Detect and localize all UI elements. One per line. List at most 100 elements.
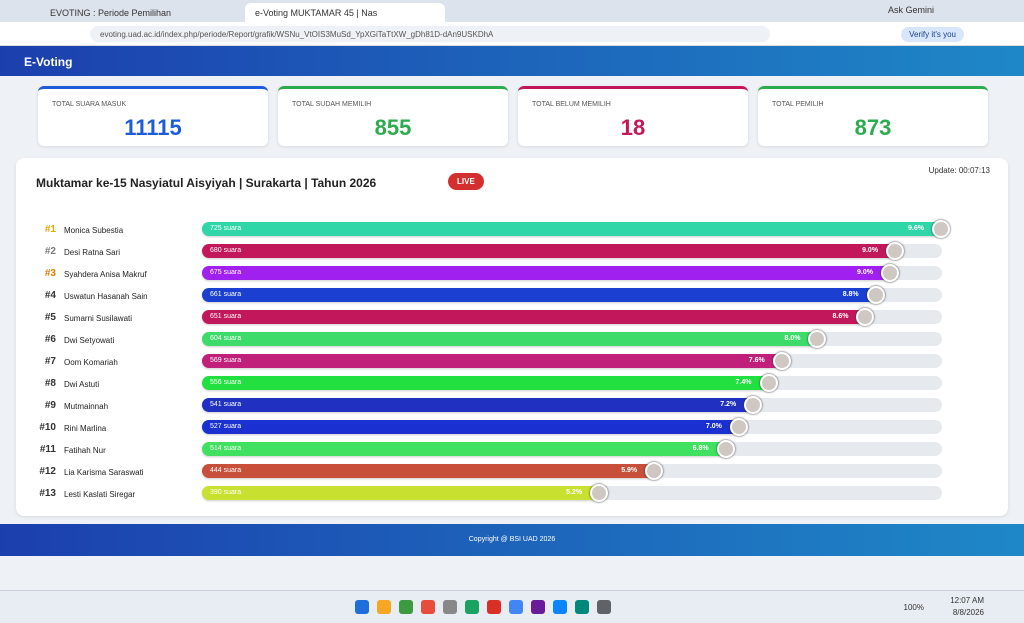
candidate-name: Lia Karisma Saraswati <box>64 468 144 477</box>
candidate-name: Rini Marlina <box>64 424 107 433</box>
taskbar-icon[interactable] <box>377 600 391 614</box>
vote-label: 661 suara <box>210 291 242 298</box>
taskbar-icon[interactable] <box>399 600 413 614</box>
percent-label: 7.0% <box>705 423 722 430</box>
vote-label: 556 suara <box>210 379 242 386</box>
rank: #2 <box>44 246 56 257</box>
rank: #13 <box>39 488 56 499</box>
percent-label: 8.6% <box>832 313 849 320</box>
avatar <box>716 440 735 458</box>
vote-label: 527 suara <box>210 423 242 430</box>
ranking-panel: Muktamar ke-15 Nasyiatul Aisyiyah | Sura… <box>16 158 1008 516</box>
vote-label: 444 suara <box>210 467 242 474</box>
rank: #5 <box>44 312 56 323</box>
percent-label: 9.0% <box>856 269 873 276</box>
stat-label: TOTAL SUARA MASUK <box>52 101 127 108</box>
battery: 100% <box>903 603 924 612</box>
avatar <box>808 330 827 348</box>
candidate-name: Desi Ratna Sari <box>64 248 121 257</box>
vote-label: 725 suara <box>210 225 242 232</box>
stat-value: 18 <box>620 115 646 140</box>
rank: #8 <box>44 378 56 389</box>
rank: #9 <box>44 400 56 411</box>
vote-label: 390 suara <box>210 489 242 496</box>
vote-label: 680 suara <box>210 247 242 254</box>
percent-label: 8.8% <box>842 291 859 298</box>
avatar <box>772 352 791 370</box>
rank: #4 <box>44 290 56 301</box>
taskbar-icon[interactable] <box>509 600 523 614</box>
stat-card: TOTAL SUARA MASUK 11115 <box>38 86 268 146</box>
stat-card: TOTAL SUDAH MEMILIH 855 <box>278 86 508 146</box>
rank: #12 <box>39 466 56 477</box>
candidate-name: Oom Komariah <box>64 358 118 367</box>
header: E-Voting <box>0 46 1024 76</box>
candidate-name: Monica Subestia <box>64 226 124 235</box>
avatar <box>729 418 748 436</box>
gemini-button[interactable]: Ask Gemini <box>887 5 934 15</box>
avatar <box>645 462 664 480</box>
taskbar-icon[interactable] <box>355 600 369 614</box>
profile-button[interactable]: Verify it's you <box>901 27 964 42</box>
bar: 527 suara 7.0% <box>202 420 740 434</box>
taskbar-icon[interactable] <box>465 600 479 614</box>
bar: 604 suara 8.0% <box>202 332 819 346</box>
footer: Copyright @ BSI UAD 2026 <box>0 524 1024 556</box>
stat-label: TOTAL PEMILIH <box>772 101 824 108</box>
rank: #11 <box>39 444 56 455</box>
candidate-name: Sumarni Susilawati <box>64 314 133 323</box>
taskbar-icon[interactable] <box>421 600 435 614</box>
taskbar-icon[interactable] <box>597 600 611 614</box>
bar: 651 suara 8.6% <box>202 310 867 324</box>
tab[interactable]: EVOTING : Periode Pemilihan <box>50 8 172 18</box>
percent-label: 5.9% <box>621 467 638 474</box>
vote-label: 675 suara <box>210 269 242 276</box>
tab-bar: EVOTING : Periode Pemilihan e-Voting MUK… <box>0 0 1024 22</box>
rank: #6 <box>44 334 56 345</box>
percent-label: 6.8% <box>692 445 709 452</box>
update-time: Update: 00:07:13 <box>928 166 990 175</box>
url[interactable]: evoting.uad.ac.id/index.php/periode/Repo… <box>90 26 770 42</box>
taskbar-icon[interactable] <box>487 600 501 614</box>
candidate-name: Dwi Setyowati <box>64 336 115 345</box>
taskbar-icon[interactable] <box>575 600 589 614</box>
vote-label: 651 suara <box>210 313 242 320</box>
candidate-name: Uswatun Hasanah Sain <box>64 292 148 301</box>
live-badge: LIVE <box>448 173 484 190</box>
address-bar: evoting.uad.ac.id/index.php/periode/Repo… <box>0 22 1024 46</box>
stat-value: 11115 <box>124 115 182 140</box>
percent-label: 9.0% <box>862 247 879 254</box>
stat-card: TOTAL PEMILIH 873 <box>758 86 988 146</box>
candidate-name: Fatihah Nur <box>64 446 106 455</box>
tab[interactable]: e-Voting MUKTAMAR 45 | Nas <box>245 3 445 22</box>
avatar <box>744 396 763 414</box>
vote-label: 541 suara <box>210 401 242 408</box>
taskbar-icon[interactable] <box>553 600 567 614</box>
clock-time: 12:07 AM <box>950 596 984 605</box>
stat-value: 855 <box>374 115 412 140</box>
vote-label: 604 suara <box>210 335 242 342</box>
avatar <box>759 374 778 392</box>
candidate-name: Mutmainnah <box>64 402 109 411</box>
taskbar: 100% 12:07 AM 8/8/2026 <box>0 590 1024 623</box>
bar: 725 suara 9.6% <box>202 222 942 236</box>
vote-label: 569 suara <box>210 357 242 364</box>
bar: 675 suara 9.0% <box>202 266 891 280</box>
avatar <box>856 308 875 326</box>
bar: 514 suara 6.8% <box>202 442 727 456</box>
panel-title: Muktamar ke-15 Nasyiatul Aisyiyah | Sura… <box>36 176 377 190</box>
avatar <box>866 286 885 304</box>
percent-label: 9.6% <box>908 225 924 232</box>
clock-date: 8/8/2026 <box>952 608 984 617</box>
taskbar-icon[interactable] <box>531 600 545 614</box>
bar: 541 suara 7.2% <box>202 398 755 412</box>
avatar <box>932 220 950 238</box>
rank: #1 <box>44 224 56 235</box>
avatar <box>880 264 899 282</box>
bar: 556 suara 7.4% <box>202 376 770 390</box>
bar: 661 suara 8.8% <box>202 288 877 302</box>
percent-label: 7.2% <box>720 401 737 408</box>
taskbar-icon[interactable] <box>443 600 457 614</box>
stat-card: TOTAL BELUM MEMILIH 18 <box>518 86 748 146</box>
